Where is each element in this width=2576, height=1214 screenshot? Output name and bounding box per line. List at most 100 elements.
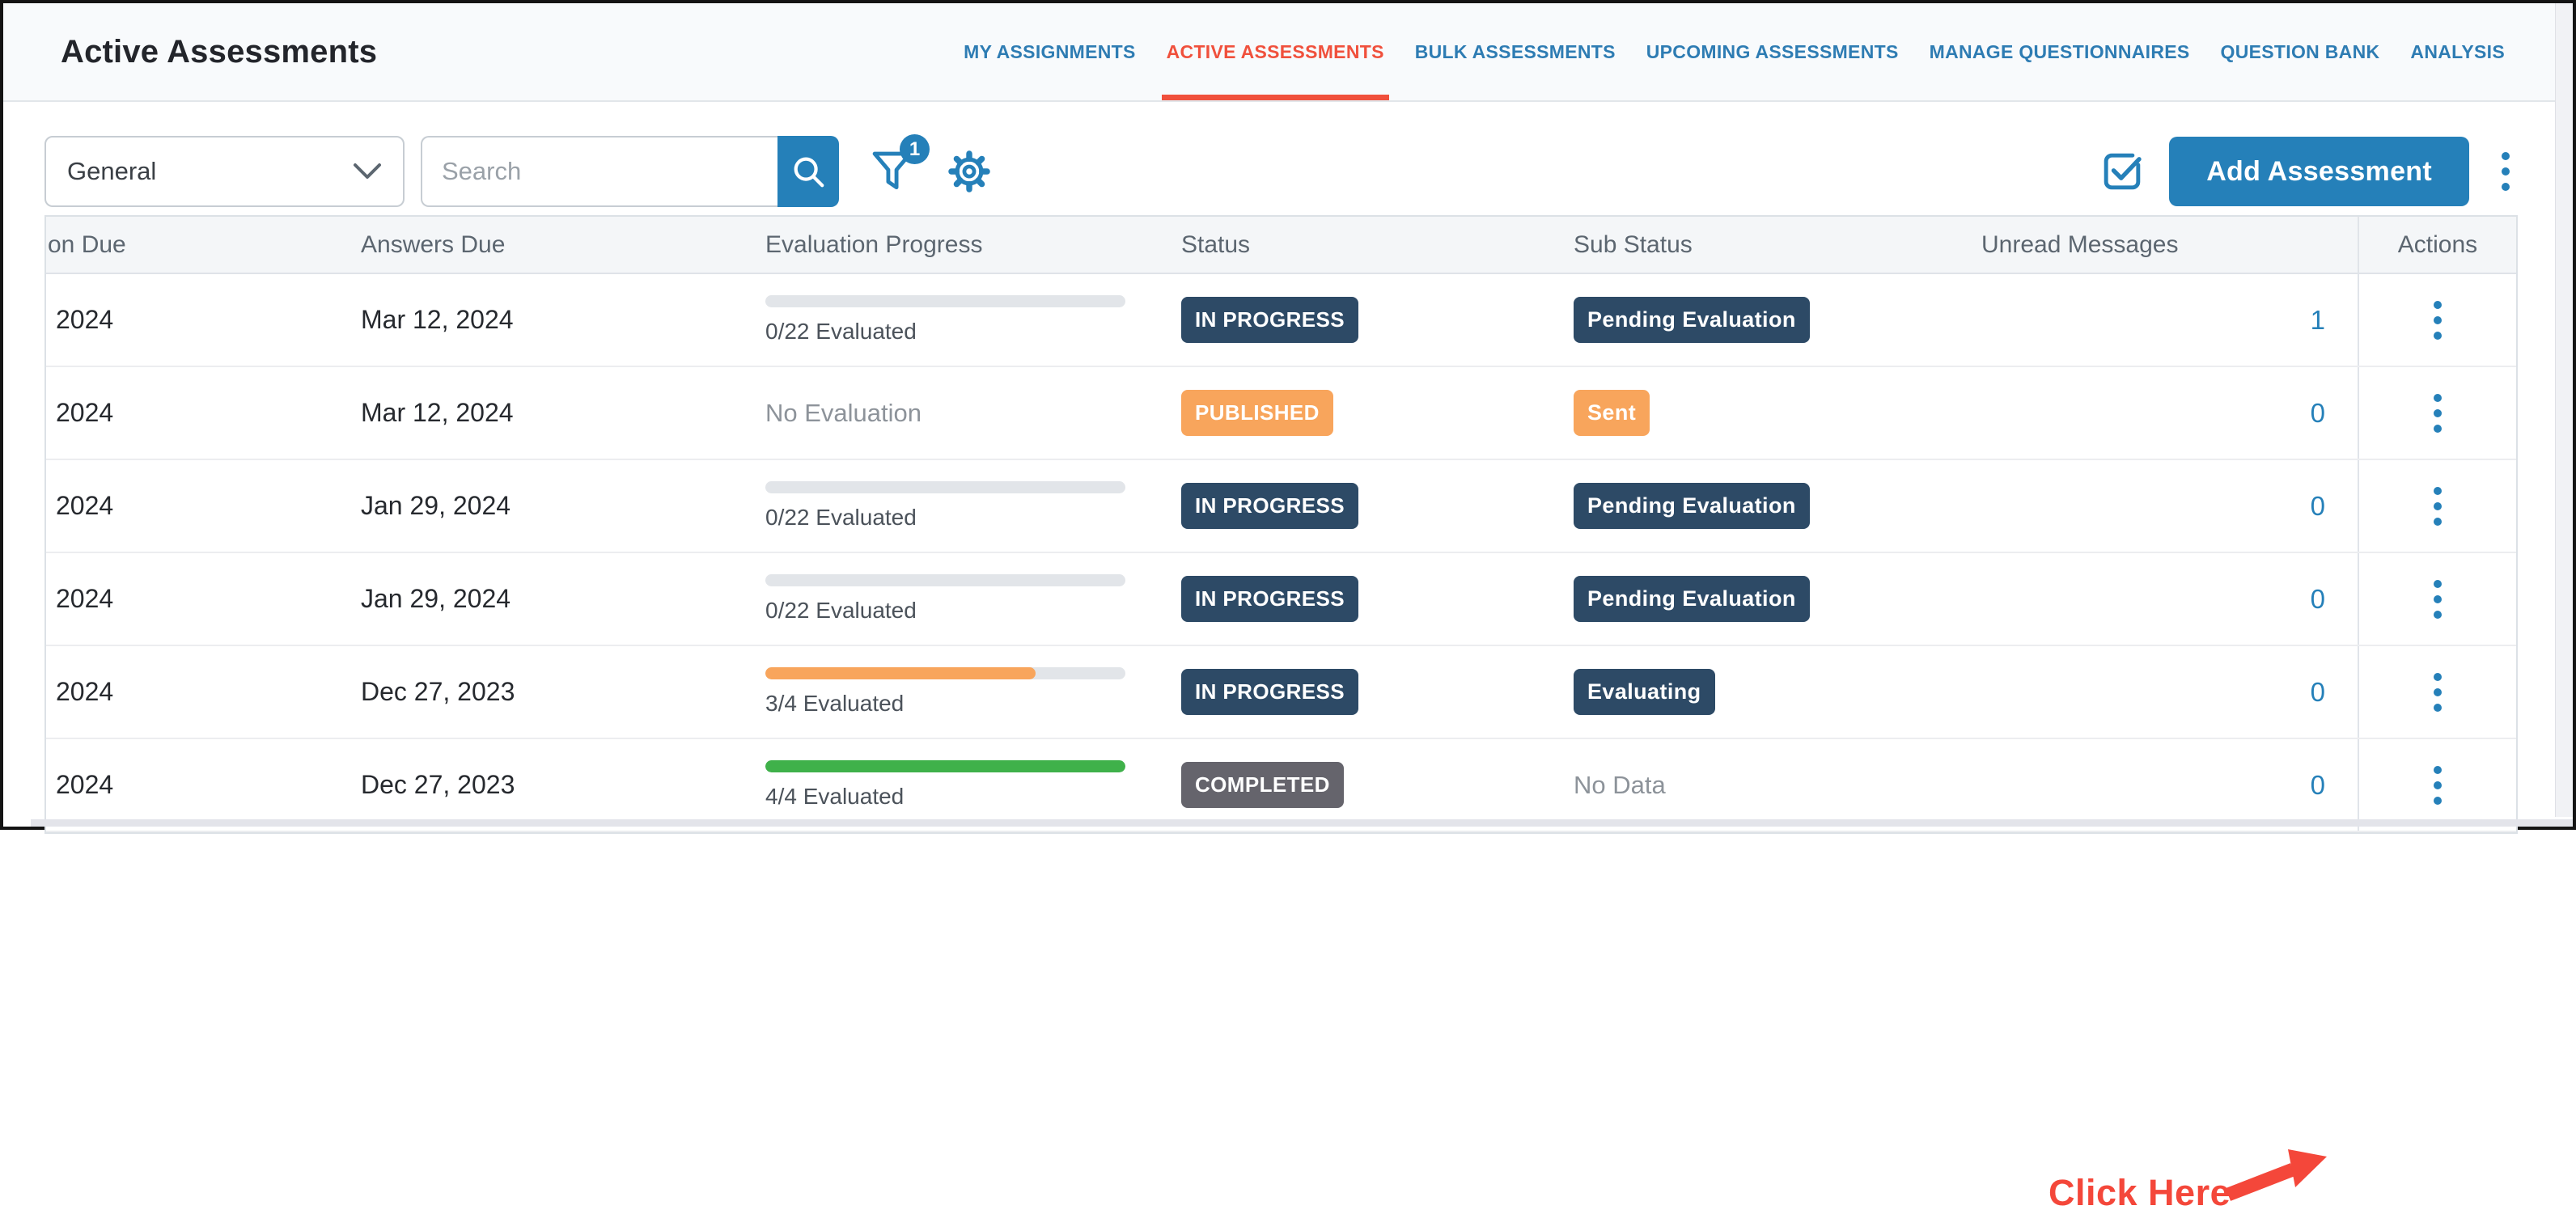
search-group bbox=[421, 136, 839, 207]
status-badge: COMPLETED bbox=[1181, 762, 1344, 808]
page-title: Active Assessments bbox=[61, 33, 378, 70]
progress-fill bbox=[765, 760, 1125, 772]
category-select[interactable]: General bbox=[44, 136, 405, 207]
unread-count-link[interactable]: 0 bbox=[2310, 397, 2325, 428]
settings-button[interactable] bbox=[947, 150, 991, 193]
progress-label: 4/4 Evaluated bbox=[765, 784, 905, 809]
evaluation-progress-cell: 0/22 Evaluated bbox=[754, 295, 1170, 345]
table-header-row: on Due Answers Due Evaluation Progress S… bbox=[46, 217, 2516, 274]
table-row: 2024 Jan 29, 2024 0/22 Evaluated IN PROG… bbox=[46, 553, 2516, 646]
progress-label: 0/22 Evaluated bbox=[765, 505, 917, 530]
multi-select-button[interactable] bbox=[2099, 149, 2145, 194]
kebab-dot bbox=[2434, 501, 2442, 510]
progress-label: No Evaluation bbox=[765, 398, 922, 427]
due-date-cell: 2024 bbox=[56, 770, 114, 799]
substatus-badge: No Data bbox=[1574, 770, 1666, 799]
kebab-dot bbox=[2434, 300, 2442, 309]
tab-upcoming-assessments[interactable]: UPCOMING ASSESSMENTS bbox=[1646, 40, 1899, 62]
progress-fill bbox=[765, 667, 1036, 679]
kebab-dot bbox=[2502, 183, 2510, 191]
kebab-dot bbox=[2434, 672, 2442, 681]
answers-due-cell: Jan 29, 2024 bbox=[361, 584, 511, 613]
row-actions-menu[interactable] bbox=[2426, 482, 2450, 531]
table-row: 2024 Mar 12, 2024 0/22 Evaluated IN PROG… bbox=[46, 274, 2516, 367]
status-badge: IN PROGRESS bbox=[1181, 576, 1358, 622]
substatus-badge: Sent bbox=[1574, 390, 1650, 436]
kebab-dot bbox=[2434, 594, 2442, 603]
search-button[interactable] bbox=[777, 136, 839, 207]
answers-due-cell: Dec 27, 2023 bbox=[361, 677, 515, 706]
toolbar-kebab-menu[interactable] bbox=[2493, 147, 2518, 196]
evaluation-progress-cell: 0/22 Evaluated bbox=[754, 574, 1170, 624]
due-date-cell: 2024 bbox=[56, 305, 114, 334]
due-date-cell: 2024 bbox=[56, 398, 114, 427]
kebab-dot bbox=[2434, 408, 2442, 417]
filter-button[interactable]: 1 bbox=[870, 134, 930, 196]
tab-manage-questionnaires[interactable]: MANAGE QUESTIONNAIRES bbox=[1929, 40, 2190, 62]
chevron-down-icon bbox=[353, 163, 382, 180]
substatus-badge: Pending Evaluation bbox=[1574, 297, 1810, 343]
tab-active-assessments[interactable]: ACTIVE ASSESSMENTS bbox=[1161, 3, 1389, 100]
col-header-answers-due: Answers Due bbox=[361, 231, 506, 258]
tab-analysis[interactable]: ANALYSIS bbox=[2410, 40, 2505, 62]
click-here-label: Click Here bbox=[2049, 1172, 2231, 1213]
evaluation-progress-cell: 3/4 Evaluated bbox=[754, 667, 1170, 717]
kebab-dot bbox=[2434, 703, 2442, 712]
toolbar: General 1 bbox=[3, 134, 2573, 207]
status-badge: IN PROGRESS bbox=[1181, 297, 1358, 343]
unread-count-link[interactable]: 0 bbox=[2310, 676, 2325, 707]
status-badge: PUBLISHED bbox=[1181, 390, 1333, 436]
col-header-evaluation-progress: Evaluation Progress bbox=[765, 231, 983, 258]
progress-bar bbox=[765, 574, 1125, 586]
kebab-dot bbox=[2434, 610, 2442, 619]
due-date-cell: 2024 bbox=[56, 677, 114, 706]
search-input[interactable] bbox=[421, 136, 777, 207]
answers-due-cell: Mar 12, 2024 bbox=[361, 305, 514, 334]
unread-count-link[interactable]: 0 bbox=[2310, 583, 2325, 614]
answers-due-cell: Jan 29, 2024 bbox=[361, 491, 511, 520]
checkbox-check-icon bbox=[2099, 149, 2145, 194]
add-assessment-button[interactable]: Add Assessment bbox=[2169, 137, 2469, 206]
annotation-arrow-icon bbox=[2225, 1149, 2327, 1201]
kebab-dot bbox=[2434, 331, 2442, 340]
top-nav: MY ASSIGNMENTS ACTIVE ASSESSMENTS BULK A… bbox=[964, 3, 2505, 100]
row-actions-menu[interactable] bbox=[2426, 761, 2450, 810]
row-actions-menu[interactable] bbox=[2426, 668, 2450, 717]
row-actions-menu[interactable] bbox=[2426, 296, 2450, 345]
unread-count-link[interactable]: 1 bbox=[2310, 304, 2325, 335]
tab-question-bank[interactable]: QUESTION BANK bbox=[2220, 40, 2380, 62]
table-row: 2024 Jan 29, 2024 0/22 Evaluated IN PROG… bbox=[46, 460, 2516, 553]
kebab-dot bbox=[2502, 167, 2510, 176]
unread-count-link[interactable]: 0 bbox=[2310, 490, 2325, 521]
substatus-badge: Pending Evaluation bbox=[1574, 483, 1810, 529]
col-header-unread-messages: Unread Messages bbox=[1981, 231, 2179, 258]
search-icon bbox=[790, 153, 827, 190]
col-header-status: Status bbox=[1181, 231, 1251, 258]
table-row: 2024 Mar 12, 2024 No Evaluation PUBLISHE… bbox=[46, 367, 2516, 460]
tab-bulk-assessments[interactable]: BULK ASSESSMENTS bbox=[1414, 40, 1616, 62]
vertical-scrollbar[interactable] bbox=[2555, 3, 2573, 817]
kebab-dot bbox=[2434, 579, 2442, 588]
progress-label: 3/4 Evaluated bbox=[765, 691, 905, 716]
evaluation-progress-cell: 0/22 Evaluated bbox=[754, 481, 1170, 531]
row-actions-menu[interactable] bbox=[2426, 575, 2450, 624]
status-badge: IN PROGRESS bbox=[1181, 483, 1358, 529]
answers-due-cell: Dec 27, 2023 bbox=[361, 770, 515, 799]
kebab-dot bbox=[2434, 796, 2442, 805]
progress-label: 0/22 Evaluated bbox=[765, 319, 917, 344]
kebab-dot bbox=[2434, 486, 2442, 495]
table-row: 2024 Dec 27, 2023 4/4 Evaluated COMPLETE… bbox=[46, 739, 2516, 832]
horizontal-scrollbar[interactable] bbox=[31, 819, 2573, 827]
filter-count-badge: 1 bbox=[900, 134, 930, 164]
progress-bar bbox=[765, 295, 1125, 307]
kebab-dot bbox=[2434, 687, 2442, 696]
unread-count-link[interactable]: 0 bbox=[2310, 769, 2325, 800]
table-row: 2024 Dec 27, 2023 3/4 Evaluated IN PROGR… bbox=[46, 646, 2516, 739]
tab-my-assignments[interactable]: MY ASSIGNMENTS bbox=[964, 40, 1136, 62]
row-actions-menu[interactable] bbox=[2426, 389, 2450, 438]
due-date-cell: 2024 bbox=[56, 491, 114, 520]
gear-icon bbox=[947, 150, 991, 193]
col-header-actions: Actions bbox=[2358, 217, 2516, 273]
evaluation-progress-cell: No Evaluation bbox=[754, 399, 1170, 428]
kebab-dot bbox=[2434, 780, 2442, 789]
